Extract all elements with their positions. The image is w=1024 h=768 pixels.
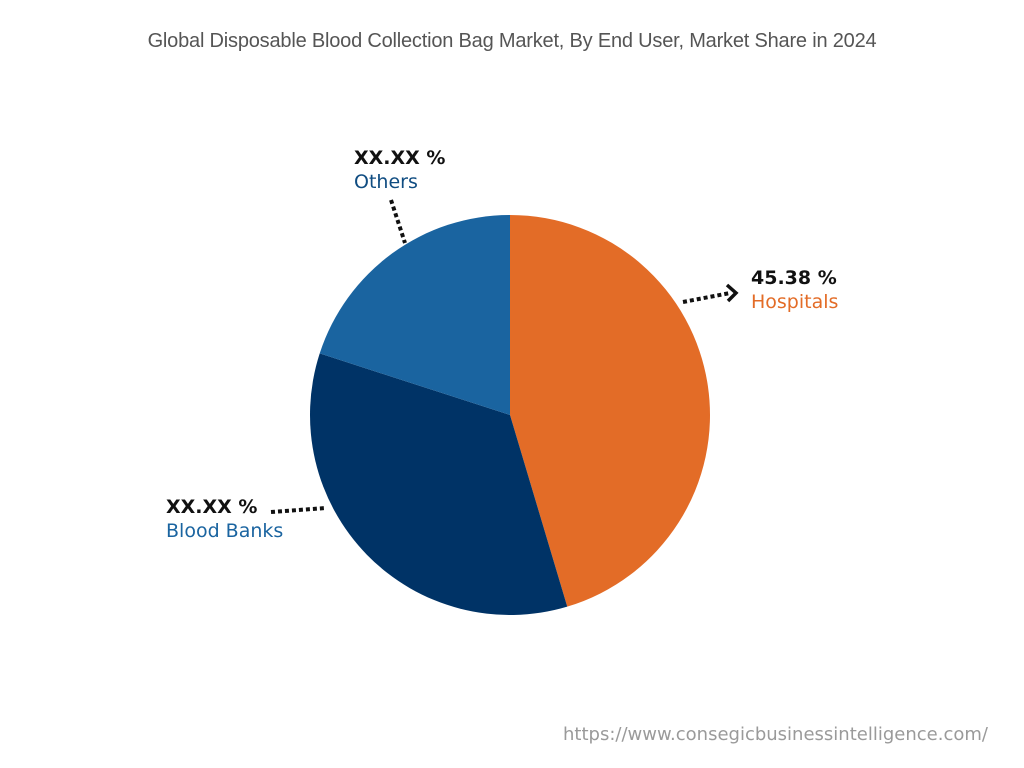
hospitals-name: Hospitals xyxy=(751,291,839,313)
others-value: XX.XX % xyxy=(354,147,446,169)
slice-blood-banks xyxy=(310,353,568,615)
blood-banks-leader xyxy=(270,506,327,514)
hospitals-leader xyxy=(682,291,731,304)
label-others: XX.XX % Others xyxy=(354,147,445,193)
arrow-head-icon xyxy=(725,283,739,303)
label-blood-banks: XX.XX % Blood Banks xyxy=(166,496,283,542)
slice-others xyxy=(319,215,510,415)
slice-hospitals xyxy=(510,215,710,607)
hospitals-value: 45.38 % xyxy=(751,267,837,289)
pie-slices xyxy=(310,215,710,615)
others-name: Others xyxy=(354,171,418,193)
label-hospitals: 45.38 % Hospitals xyxy=(751,267,838,313)
blood-banks-value: XX.XX % xyxy=(166,496,258,518)
blood-banks-name: Blood Banks xyxy=(166,520,284,542)
chart-title: Global Disposable Blood Collection Bag M… xyxy=(147,30,877,52)
source-url: https://www.consegicbusinessintelligence… xyxy=(563,724,988,745)
others-leader xyxy=(389,199,407,244)
